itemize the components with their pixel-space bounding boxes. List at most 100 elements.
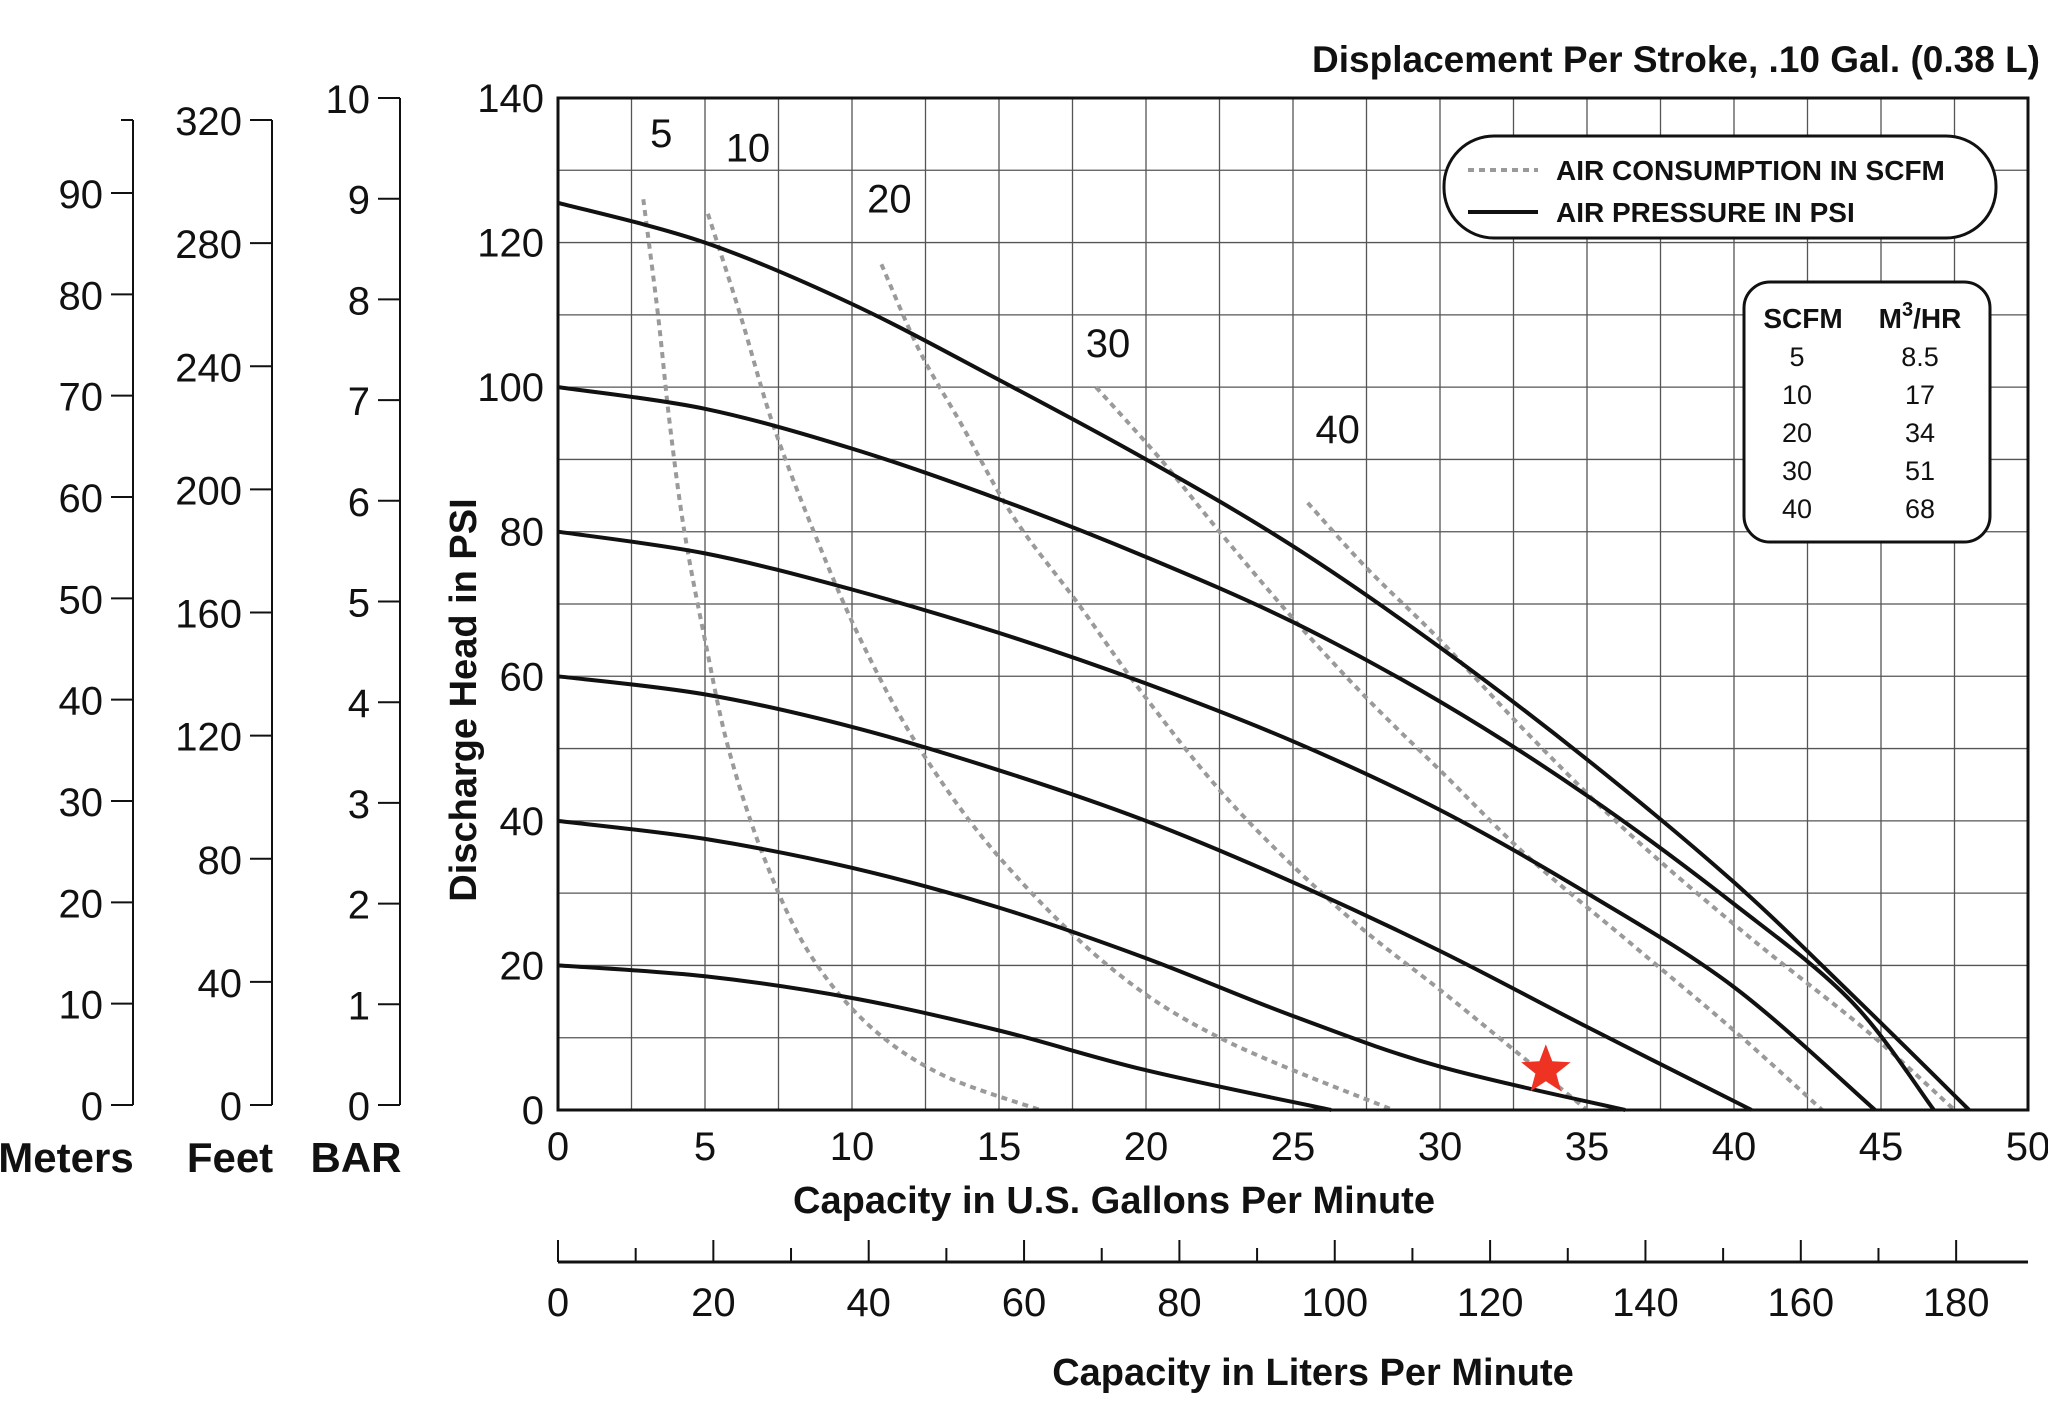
air-consumption-label-10: 10 <box>726 127 771 171</box>
x-tick-label: 40 <box>1712 1125 1757 1169</box>
table-box <box>1742 280 1992 544</box>
head-scale-tick-label-bar: 0 <box>348 1085 370 1129</box>
y-axis-title: Discharge Head in PSI <box>443 498 485 901</box>
head-scale-name-bar: BAR <box>311 1134 402 1181</box>
head-scale-tick-label-feet: 240 <box>175 346 242 390</box>
air-pressure-curve-60-psi <box>557 674 1753 1112</box>
air-consumption-curve-20 <box>879 263 1589 1112</box>
head-scale-tick-label-meters: 20 <box>59 882 104 926</box>
y-tick-label: 120 <box>477 222 544 266</box>
head-scale-tick-label-feet: 0 <box>220 1085 242 1129</box>
air-pressure-curve-20-psi <box>557 963 1332 1112</box>
table-cell-scfm: 20 <box>1782 418 1812 448</box>
x-tick-label: 35 <box>1565 1125 1610 1169</box>
legend-box <box>1442 134 1998 240</box>
head-scale-tick-label-meters: 50 <box>59 578 104 622</box>
marker-group <box>1521 1044 1571 1092</box>
head-scale-tick-label-meters: 0 <box>81 1085 103 1129</box>
x-tick-label: 10 <box>830 1125 875 1169</box>
head-scale-name-feet: Feet <box>187 1134 273 1181</box>
head-scale-tick-label-bar: 1 <box>348 984 370 1028</box>
legend: AIR CONSUMPTION IN SCFM AIR PRESSURE IN P… <box>1442 134 1998 240</box>
air-consumption-curve-10 <box>705 213 1394 1112</box>
table-cell-m3hr: 34 <box>1905 418 1935 448</box>
head-scale-tick-label-meters: 90 <box>59 173 104 217</box>
head-scale-tick-label-meters: 30 <box>59 781 104 825</box>
table-header-scfm: SCFM <box>1763 303 1842 334</box>
air-consumption-curve-5 <box>641 198 1041 1112</box>
y-tick-label: 40 <box>500 800 545 844</box>
secondary-x-tick-label: 60 <box>1002 1281 1047 1325</box>
air-pressure-curves <box>557 200 1971 1112</box>
x-tick-label: 0 <box>547 1125 569 1169</box>
head-scale-tick-label-bar: 7 <box>348 380 370 424</box>
head-scale-tick-label-feet: 320 <box>175 100 242 144</box>
table-cell-scfm: 40 <box>1782 494 1812 524</box>
secondary-x-tick-label: 40 <box>846 1281 891 1325</box>
x-axis-title: Capacity in U.S. Gallons Per Minute <box>793 1180 1435 1222</box>
head-scale-tick-label-bar: 5 <box>348 582 370 626</box>
head-scale-tick-label-feet: 120 <box>175 716 242 760</box>
head-scale-tick-label-bar: 8 <box>348 279 370 323</box>
table-cell-scfm: 10 <box>1782 380 1812 410</box>
air-pressure-curve-100-psi <box>557 385 1936 1112</box>
air-consumption-label-40: 40 <box>1315 408 1360 452</box>
air-consumption-label-5: 5 <box>650 112 672 156</box>
table-cell-m3hr: 68 <box>1905 494 1935 524</box>
air-consumption-curve-40 <box>1306 501 1956 1112</box>
secondary-x-tick-label: 120 <box>1457 1281 1524 1325</box>
head-scale-tick-label-meters: 10 <box>59 984 104 1028</box>
head-scale-tick-label-meters: 40 <box>59 680 104 724</box>
head-scale-tick-label-bar: 9 <box>348 179 370 223</box>
head-scale-tick-label-meters: 80 <box>59 274 104 318</box>
head-scale-tick-label-bar: 6 <box>348 481 370 525</box>
x-tick-label: 15 <box>977 1125 1022 1169</box>
head-scale-tick-label-feet: 160 <box>175 593 242 637</box>
secondary-x-tick-label: 140 <box>1612 1281 1679 1325</box>
legend-entry-label: AIR PRESSURE IN PSI <box>1556 197 1855 228</box>
head-scale-tick-label-bar: 3 <box>348 783 370 827</box>
head-scale-tick-label-bar: 4 <box>348 682 370 726</box>
head-scale-tick-label-bar: 2 <box>348 884 370 928</box>
x-tick-label: 50 <box>2006 1125 2048 1169</box>
table-cell-m3hr: 17 <box>1905 380 1935 410</box>
table-cell-scfm: 5 <box>1789 342 1804 372</box>
head-scale-name-meters: Meters <box>0 1134 134 1181</box>
y-tick-label: 80 <box>500 511 545 555</box>
air-pressure-curve-40-psi <box>557 818 1626 1112</box>
head-scale-tick-label-feet: 200 <box>175 469 242 513</box>
head-scales: 0102030405060708090Meters040801201602002… <box>0 78 402 1181</box>
plot-frame <box>556 96 2030 1112</box>
air-consumption-curves: 5 10 20 30 40 <box>641 112 1956 1112</box>
head-scale-tick-label-feet: 80 <box>198 839 243 883</box>
air-pressure-curve-125-psi <box>557 200 1971 1112</box>
air-pressure-curve-80-psi <box>557 529 1877 1112</box>
secondary-x-tick-label: 0 <box>547 1281 569 1325</box>
legend-entry-label: AIR CONSUMPTION IN SCFM <box>1556 155 1945 186</box>
y-tick-label: 60 <box>500 655 545 699</box>
secondary-x-tick-label: 160 <box>1767 1281 1834 1325</box>
operating-point-star-marker <box>1521 1044 1571 1092</box>
axes: 0 5 10 15 20 25 30 35 40 45 50 0 20 40 60 80 100 120 140 0 2… <box>477 77 2048 1325</box>
secondary-x-tick-label: 100 <box>1301 1281 1368 1325</box>
x-tick-label: 30 <box>1418 1125 1463 1169</box>
head-scale-tick-label-meters: 70 <box>59 376 104 420</box>
secondary-x-tick-label: 180 <box>1923 1281 1990 1325</box>
head-scale-tick-label-feet: 40 <box>198 962 243 1006</box>
secondary-x-tick-label: 20 <box>691 1281 736 1325</box>
table-cell-scfm: 30 <box>1782 456 1812 486</box>
air-consumption-label-30: 30 <box>1086 322 1131 366</box>
air-consumption-curve-30 <box>1094 385 1824 1112</box>
secondary-x-tick-label: 80 <box>1157 1281 1202 1325</box>
x-tick-label: 20 <box>1124 1125 1169 1169</box>
x-tick-label: 5 <box>694 1125 716 1169</box>
x-tick-label: 25 <box>1271 1125 1316 1169</box>
grid <box>557 97 2029 1111</box>
y-tick-label: 140 <box>477 77 544 121</box>
table-cell-m3hr: 51 <box>1905 456 1935 486</box>
head-scale-tick-label-meters: 60 <box>59 477 104 521</box>
y-tick-label: 20 <box>500 944 545 988</box>
scfm-conversion-table: SCFM M3/HR 5 8.5 10 17 20 34 30 51 40 68 <box>1742 280 1992 544</box>
